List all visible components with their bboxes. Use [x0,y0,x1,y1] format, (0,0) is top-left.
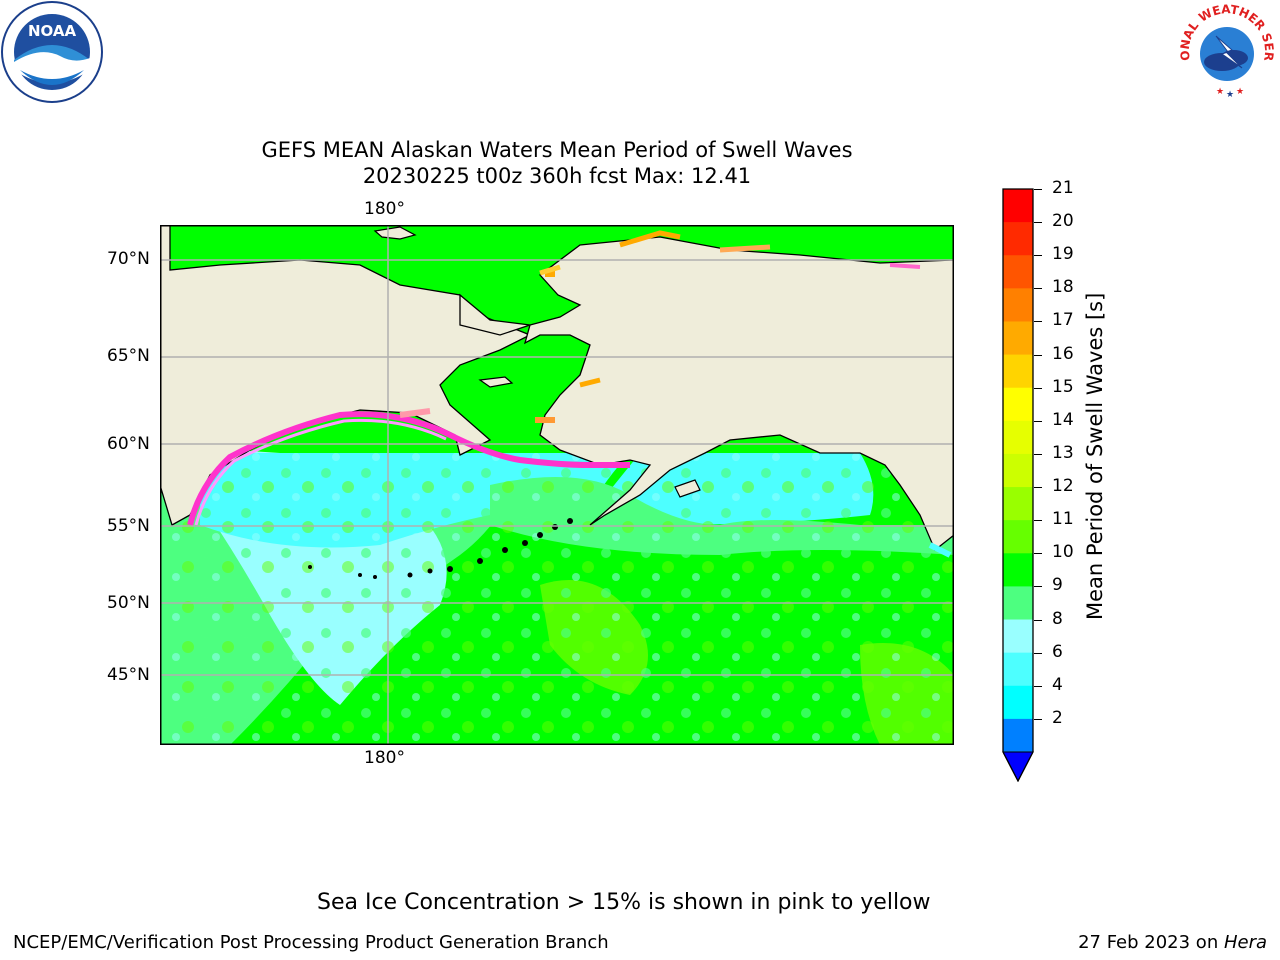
lat-label-70: 70°N [107,249,150,269]
colorbar-band [1003,354,1033,389]
land-chukotka-tip [459,293,531,336]
colorbar-band [1003,387,1033,422]
footer-date: 27 Feb 2023 on [1078,932,1224,953]
colorbar-band [1003,586,1033,621]
colorbar-outline [1002,188,1034,783]
nws-logo-icon: NATIONAL WEATHER SERVICE ★ ★ ★ [1171,0,1276,102]
colorbar-tick-label: 19 [1052,244,1074,265]
colorbar-tick-label: 18 [1052,277,1074,298]
footer-host: Hera [1223,932,1267,953]
svg-text:★: ★ [1226,90,1234,100]
lat-label-60: 60°N [107,434,150,454]
colorbar-band [1003,288,1033,322]
colorbar-band [1003,718,1033,753]
chart-title: GEFS MEAN Alaskan Waters Mean Period of … [0,137,1114,189]
colorbar-swatches [1002,188,1034,783]
colorbar-band [1003,487,1033,521]
aleutian-islands [308,518,573,579]
colorbar-tick-mark [1034,453,1042,455]
lat-label-65: 65°N [107,346,150,366]
colorbar-tick-label: 10 [1052,542,1074,563]
colorbar-label: Mean Period of Swell Waves [s] [1083,292,1107,620]
colorbar-tick-mark [1034,354,1042,356]
lat-label-50: 50°N [107,593,150,613]
colorbar-tick-mark [1034,553,1042,555]
colorbar-band [1003,255,1033,289]
colorbar-band [1003,685,1033,720]
noaa-logo-text: NOAA [28,22,77,40]
colorbar-tick-mark [1034,586,1042,588]
colorbar-tick-mark [1034,685,1042,687]
title-line-2: 20230225 t00z 360h fcst Max: 12.41 [362,164,752,188]
colorbar-tick-label: 4 [1052,674,1063,695]
colorbar-tick-mark [1034,321,1042,323]
island-kodiak [674,479,701,498]
colorbar-tick-label: 15 [1052,376,1074,397]
colorbar-under-triangle [1002,751,1034,783]
colorbar-band [1003,453,1033,488]
lat-label-55: 55°N [107,516,150,536]
noaa-logo: NOAA [0,0,104,104]
colorbar-band [1003,420,1033,455]
colorbar-tick-mark [1034,520,1042,522]
colorbar-tick-label: 11 [1052,509,1074,530]
colorbar-band [1003,222,1033,256]
colorbar-band [1003,520,1033,554]
colorbar-tick-mark [1034,420,1042,422]
colorbar-tick-label: 8 [1052,608,1063,629]
colorbar-band [1003,619,1033,654]
svg-text:★: ★ [1216,87,1224,97]
noaa-logo-icon: NOAA [1,1,103,103]
colorbar-band [1003,553,1033,587]
footer-right: 27 Feb 2023 on Hera [1078,932,1267,953]
colorbar-tick-label: 20 [1052,211,1074,232]
colorbar-tick-label: 14 [1052,409,1074,430]
colorbar-tick-label: 21 [1052,178,1074,198]
lon-label-bottom: 180° [364,748,405,768]
colorbar-tick-mark [1034,487,1042,489]
island-st-lawrence [478,376,514,388]
colorbar-tick-label: 16 [1052,343,1074,364]
colorbar-tick-mark [1034,222,1042,224]
lon-label-top: 180° [364,199,405,219]
colorbar-band [1003,189,1033,223]
colorbar-band [1003,321,1033,356]
footer-left: NCEP/EMC/Verification Post Processing Pr… [13,932,609,953]
colorbar-tick-mark [1034,255,1042,257]
colorbar-tick-label: 17 [1052,310,1074,331]
lat-label-45: 45°N [107,665,150,685]
colorbar [1002,188,1034,783]
colorbar-tick-label: 2 [1052,707,1063,728]
svg-text:★: ★ [1236,87,1244,97]
nws-logo: NATIONAL WEATHER SERVICE ★ ★ ★ [1171,0,1278,104]
map-panel [160,225,954,745]
colorbar-tick-label: 13 [1052,442,1074,463]
colorbar-band [1003,652,1033,687]
colorbar-tick-mark [1034,387,1042,389]
sea-ice-note: Sea Ice Concentration > 15% is shown in … [317,890,931,915]
island-wrangel [373,226,417,240]
gridlines [160,225,954,745]
title-line-1: GEFS MEAN Alaskan Waters Mean Period of … [261,138,853,162]
colorbar-tick-mark [1034,718,1042,720]
colorbar-tick-mark [1034,189,1042,190]
colorbar-tick-label: 6 [1052,641,1063,662]
land-alaska [523,236,954,552]
colorbar-tick-mark [1034,652,1042,654]
colorbar-tick-label: 9 [1052,575,1063,596]
colorbar-tick-mark [1034,619,1042,621]
colorbar-tick-label: 12 [1052,476,1074,497]
colorbar-tick-mark [1034,288,1042,290]
